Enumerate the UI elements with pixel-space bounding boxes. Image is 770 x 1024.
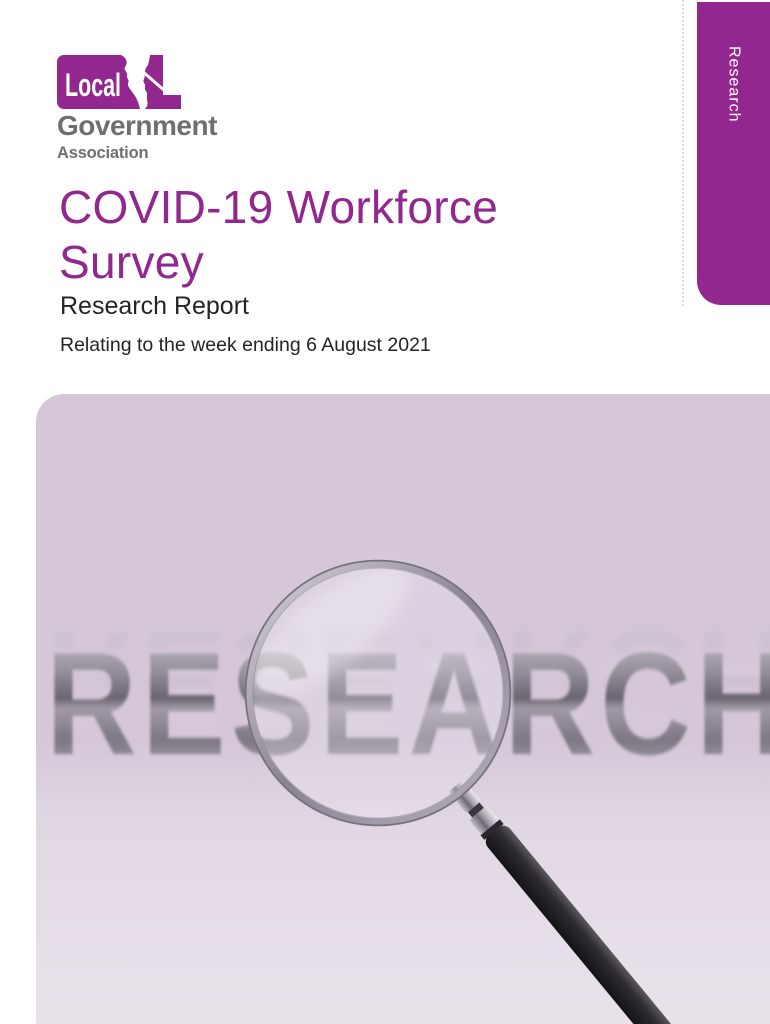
logo-box (57, 55, 140, 109)
page-title: COVID-19 Workforce Survey (59, 180, 498, 290)
handle-grip (485, 825, 705, 1024)
logo-face-shape (143, 55, 181, 109)
title-line-2: Survey (59, 236, 204, 289)
handle-ferrule-2 (470, 806, 498, 834)
research-3d-word: RESEARCH (46, 631, 770, 777)
research-side-tab: Research (697, 2, 770, 305)
lens-rim-inner (252, 567, 504, 819)
handle-band-2 (480, 819, 504, 840)
lens-highlight (247, 565, 409, 699)
logo-face-split (141, 69, 166, 93)
lens-rim (246, 561, 510, 825)
title-line-1: COVID-19 Workforce (59, 181, 499, 233)
fold-mark-dotted-line (682, 0, 684, 306)
handle-band-1 (467, 802, 484, 818)
magnifying-glass-icon (244, 559, 705, 1024)
hero-image: RESEARCH RESEARCH (36, 394, 770, 1024)
side-tab-label: Research (725, 46, 743, 123)
handle-ferrule-1 (449, 780, 480, 813)
lens-rim-outer (244, 559, 512, 827)
lga-logo: Local Government Association (57, 55, 217, 162)
logo-government-text: Government (57, 110, 217, 141)
week-ending-line: Relating to the week ending 6 August 202… (60, 334, 431, 356)
report-type-subtitle: Research Report (60, 292, 249, 320)
lga-logo-mark: Local (57, 55, 181, 109)
magnifier-handle (449, 780, 705, 1024)
logo-box-label: Local (65, 67, 121, 103)
logo-association-text: Association (57, 144, 149, 162)
